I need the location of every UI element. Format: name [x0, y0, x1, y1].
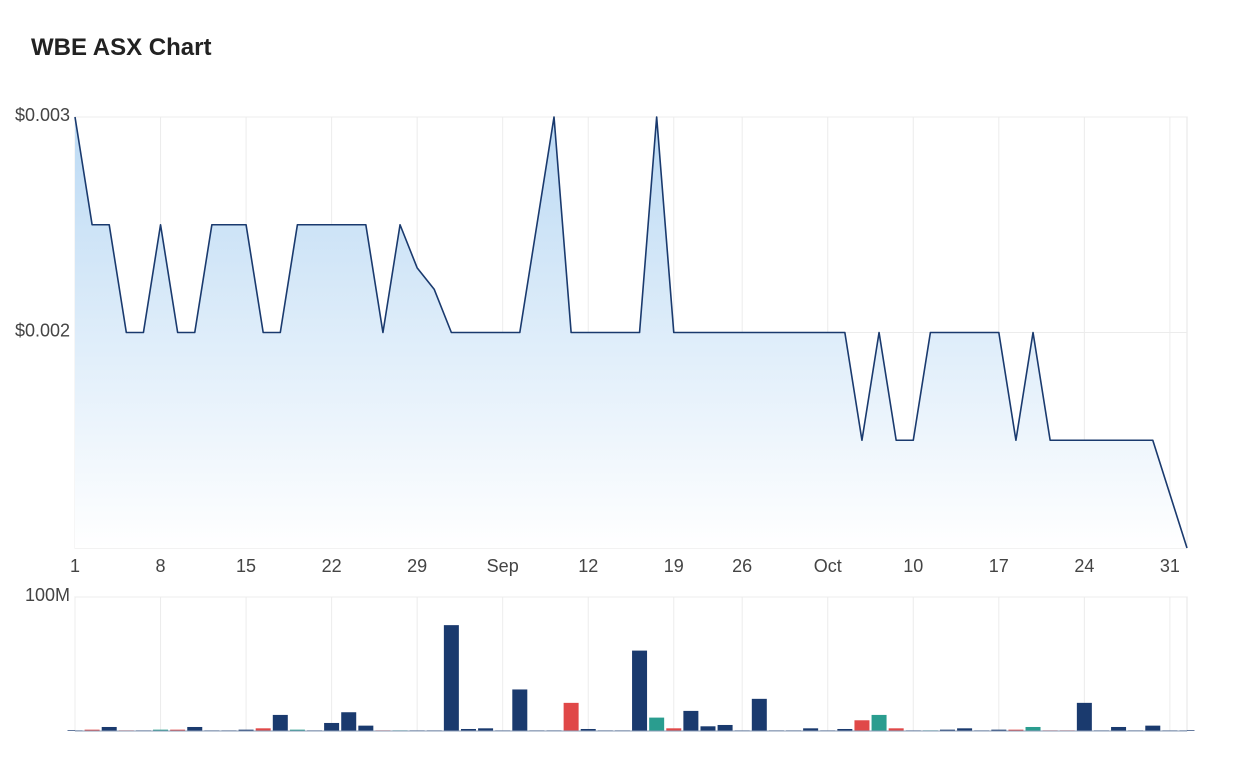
volume-bar — [1145, 725, 1161, 731]
volume-bar — [871, 714, 887, 731]
x-tick-label: 15 — [236, 556, 256, 576]
volume-bar — [939, 729, 955, 731]
volume-bar — [888, 728, 904, 731]
volume-bar — [1008, 729, 1024, 731]
volume-bar — [153, 729, 169, 731]
volume-bar — [683, 710, 699, 731]
volume-bar — [187, 726, 203, 731]
volume-bar — [717, 724, 733, 731]
chart-title: WBE ASX Chart — [31, 34, 211, 61]
volume-bar — [443, 625, 459, 731]
volume-bar — [358, 725, 374, 731]
x-tick-label: 12 — [578, 556, 598, 576]
volume-bar — [991, 729, 1007, 731]
volume-bar — [460, 728, 476, 731]
y-tick-label: $0.002 — [15, 321, 70, 341]
y-tick-label: 100M — [25, 585, 70, 605]
x-tick-label: 1 — [70, 556, 80, 576]
volume-bar — [272, 714, 288, 731]
price-line — [74, 116, 1188, 549]
x-tick-label: Oct — [814, 556, 842, 576]
volume-bar — [751, 698, 767, 731]
x-tick-label: 10 — [903, 556, 923, 576]
volume-bar — [580, 728, 596, 731]
x-tick-label: 24 — [1074, 556, 1094, 576]
volume-bar — [854, 720, 870, 731]
x-tick-label: 31 — [1160, 556, 1180, 576]
volume-bar — [666, 728, 682, 731]
volume-bar — [238, 729, 254, 731]
x-tick-label: 17 — [989, 556, 1009, 576]
volume-bar — [324, 722, 340, 731]
volume-bar — [700, 726, 716, 731]
x-tick-label: 26 — [732, 556, 752, 576]
volume-bar — [1111, 726, 1127, 731]
x-tick-label: Sep — [487, 556, 519, 576]
x-tick-label: 8 — [156, 556, 166, 576]
y-tick-label: $0.003 — [15, 105, 70, 125]
x-tick-label: 22 — [322, 556, 342, 576]
volume-bar — [837, 728, 853, 731]
volume-bar — [341, 712, 357, 731]
volume-bar — [957, 728, 973, 731]
x-tick-label: 19 — [664, 556, 684, 576]
plot-frame — [74, 596, 1188, 732]
x-tick-label: 29 — [407, 556, 427, 576]
volume-bar — [84, 729, 100, 731]
volume-bar — [563, 702, 579, 731]
volume-bar — [289, 729, 305, 731]
volume-bar — [1025, 726, 1041, 731]
volume-bar — [170, 729, 186, 731]
volume-bar — [649, 717, 665, 731]
volume-bar — [803, 728, 819, 731]
volume-bar — [1076, 702, 1092, 731]
volume-bar — [255, 728, 271, 731]
volume-bar — [101, 726, 117, 731]
volume-bar — [478, 728, 494, 731]
volume-bar — [512, 689, 528, 731]
volume-bar — [632, 650, 648, 731]
